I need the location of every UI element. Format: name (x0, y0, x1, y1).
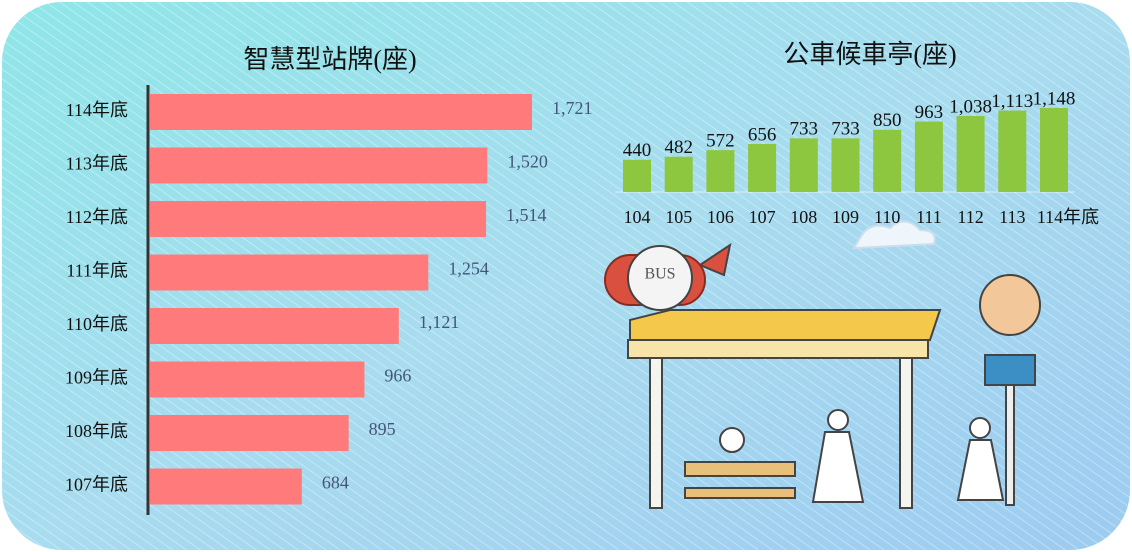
bar (873, 129, 902, 192)
value-label: 733 (790, 119, 819, 140)
value-label: 850 (873, 110, 902, 131)
value-label: 963 (915, 102, 944, 123)
bar (150, 201, 487, 237)
x-tick-label: 104 (624, 207, 651, 227)
bar (831, 138, 860, 192)
value-label: 1,121 (419, 312, 460, 332)
value-label: 656 (748, 124, 777, 145)
value-label: 1,254 (448, 259, 489, 279)
illustration: BUS (604, 220, 1041, 509)
value-label: 1,038 (949, 96, 992, 117)
y-tick-label: 112年底 (66, 207, 128, 227)
x-tick-label: 108 (790, 207, 817, 227)
x-tick-label: 107 (749, 207, 776, 227)
value-label: 1,520 (507, 152, 548, 172)
value-label: 482 (664, 137, 693, 158)
svg-text:BUS: BUS (644, 266, 675, 283)
value-label: 572 (706, 131, 735, 152)
bar (150, 308, 399, 344)
y-tick-label: 110年底 (66, 314, 128, 334)
x-tick-label: 106 (707, 207, 734, 227)
bar (1040, 108, 1068, 192)
bar (150, 468, 302, 505)
x-tick-label: 109 (832, 207, 859, 227)
y-tick-label: 109年底 (65, 368, 128, 388)
bar (914, 121, 943, 192)
y-tick-label: 114年底 (66, 100, 128, 120)
value-label: 1,113 (991, 91, 1033, 112)
value-label: 1,514 (506, 205, 547, 225)
value-label: 895 (369, 419, 396, 439)
x-tick-label: 111 (916, 207, 942, 227)
bar (150, 147, 488, 184)
x-tick-label: 105 (665, 207, 692, 227)
x-tick-label: 112 (957, 207, 983, 227)
value-label: 733 (831, 119, 860, 140)
bar (150, 254, 429, 291)
x-tick-label: 114年底 (1037, 207, 1099, 227)
bar (664, 156, 693, 192)
value-label: 1,148 (1033, 88, 1076, 109)
bar (789, 138, 818, 192)
bar (623, 159, 651, 192)
bar (998, 110, 1027, 192)
bar (150, 361, 365, 398)
value-label: 684 (322, 473, 349, 493)
value-label: 966 (384, 366, 411, 386)
y-tick-label: 111年底 (66, 261, 128, 281)
bar (956, 116, 985, 192)
bar (706, 150, 735, 192)
y-tick-label: 113年底 (66, 154, 128, 174)
x-tick-label: 113 (999, 207, 1025, 227)
chart-title: 智慧型站牌(座) (243, 45, 416, 74)
value-label: 440 (623, 140, 652, 161)
value-label: 1,721 (552, 98, 593, 118)
chart-title: 公車候車亭(座) (783, 40, 956, 69)
y-tick-label: 107年底 (65, 475, 128, 495)
bar (748, 144, 777, 192)
x-tick-label: 110 (874, 207, 900, 227)
y-tick-label: 108年底 (65, 421, 128, 441)
bar (150, 415, 349, 451)
bar (150, 94, 532, 130)
